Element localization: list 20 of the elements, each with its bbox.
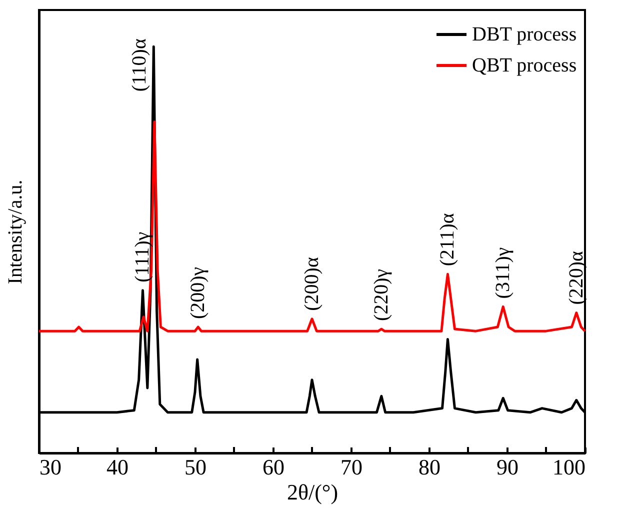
legend-label: QBT process	[472, 54, 577, 76]
x-tick-label: 30	[40, 454, 62, 480]
annotation: (311)γ	[492, 247, 514, 299]
annotation: (111)γ	[132, 232, 154, 282]
x-tick-label: 100	[552, 454, 586, 480]
x-tick-label: 60	[262, 454, 284, 480]
annotation: (220)γ	[370, 268, 392, 322]
x-tick-label: 90	[496, 454, 518, 480]
annotation: (110)α	[128, 38, 151, 92]
annotation: (200)γ	[187, 266, 210, 320]
annotation: (211)α	[436, 212, 459, 266]
x-tick-label: 40	[106, 454, 128, 480]
x-tick-label: 50	[184, 454, 206, 480]
annotation: (200)α	[301, 256, 323, 311]
x-tick-label: 70	[340, 454, 362, 480]
y-axis-title: Intensity/a.u.	[4, 180, 26, 284]
x-tick-label: 80	[418, 454, 440, 480]
x-axis-title: 2θ/(°)	[286, 480, 338, 504]
annotation: (220)α	[565, 250, 588, 305]
legend-label: DBT process	[472, 24, 577, 46]
